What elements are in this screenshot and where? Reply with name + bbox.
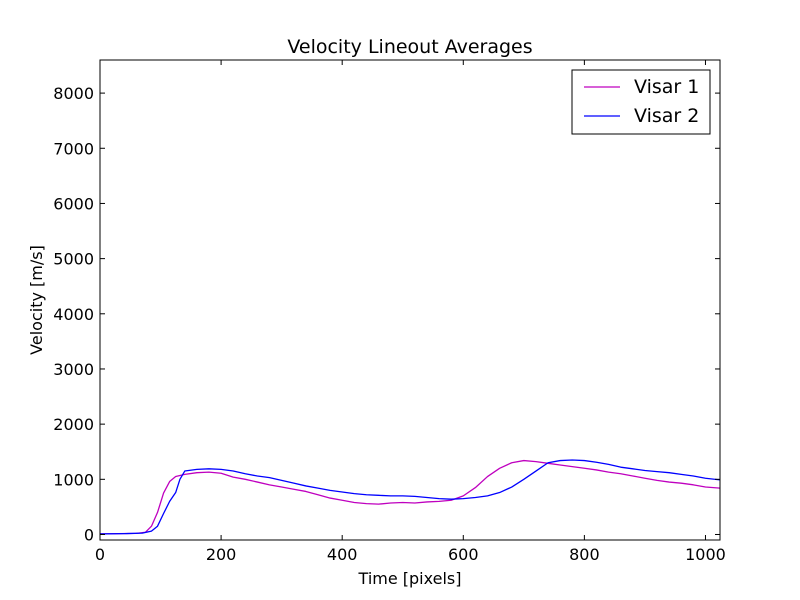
chart-title: Velocity Lineout Averages [287,36,532,58]
x-tick-label: 800 [569,545,600,564]
y-tick-label: 8000 [53,84,94,103]
x-axis-label: Time [pixels] [358,569,462,588]
y-tick-label: 7000 [53,139,94,158]
series-line-visar-2 [100,459,720,535]
y-tick-label: 1000 [53,470,94,489]
x-tick-label: 0 [95,545,105,564]
x-tick-label: 1000 [685,545,726,564]
y-tick-label: 2000 [53,415,94,434]
x-tick-label: 600 [448,545,479,564]
y-axis-label: Velocity [m/s] [27,245,46,355]
y-tick-label: 5000 [53,250,94,269]
x-tick-label: 200 [206,545,237,564]
legend: Visar 1 Visar 2 [571,69,711,135]
y-tick-label: 3000 [53,360,94,379]
legend-label-visar-1: Visar 1 [634,76,699,98]
y-tick-label: 4000 [53,305,94,324]
ticks-layer: 0 200 400 600 800 1000 0 1000 2000 3000 4000 5000 60… [53,60,726,564]
y-tick-label: 6000 [53,194,94,213]
series-layer [100,459,720,535]
legend-label-visar-2: Visar 2 [634,105,699,127]
y-tick-label: 0 [84,525,94,544]
x-tick-label: 400 [327,545,358,564]
plot-frame [99,59,721,541]
legend-box [571,69,711,135]
